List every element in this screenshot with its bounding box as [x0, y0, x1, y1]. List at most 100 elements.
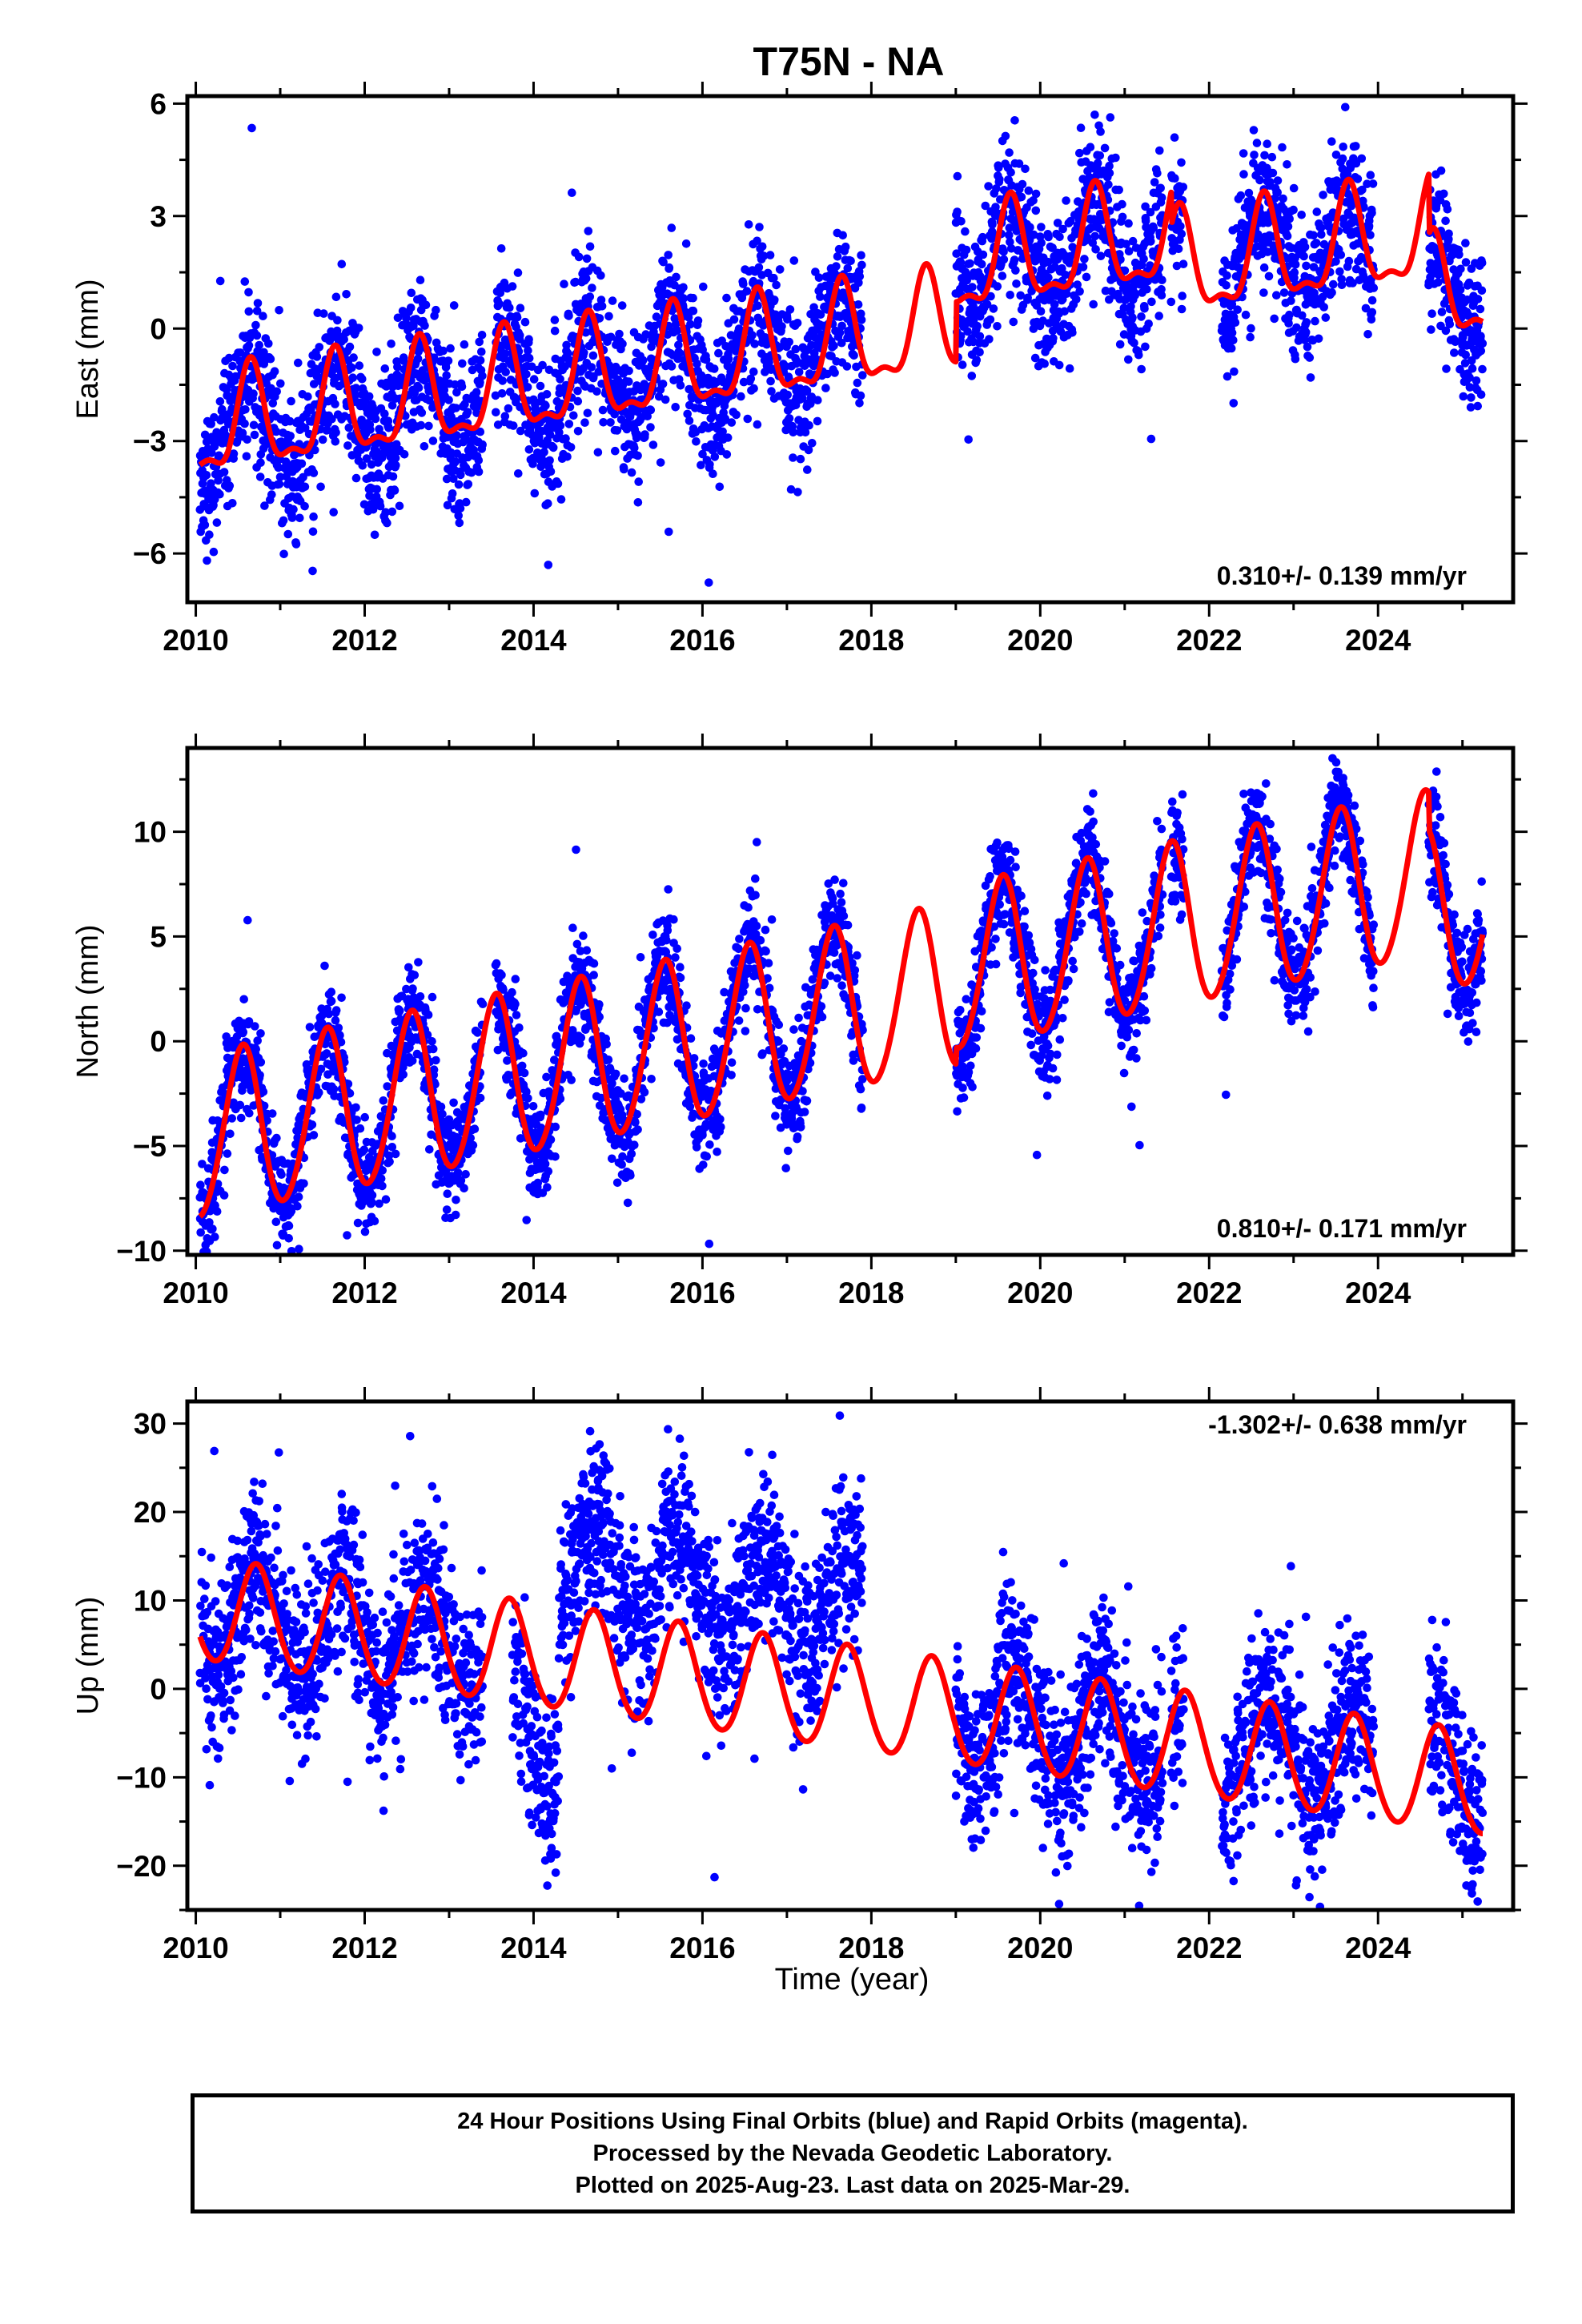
east-data-point: [238, 428, 247, 437]
east-data-point: [255, 472, 265, 481]
east-data-point: [1044, 232, 1053, 242]
east-data-point: [743, 414, 753, 424]
east-data-point: [452, 431, 461, 440]
east-data-point: [1227, 344, 1236, 353]
east-data-point: [1093, 159, 1102, 168]
east-data-point: [1009, 317, 1018, 327]
east-data-point: [311, 445, 319, 455]
east-data-point: [675, 348, 685, 358]
east-data-point: [632, 430, 641, 439]
east-data-point: [300, 482, 310, 492]
east-data-point: [610, 410, 619, 419]
north-data-point: [256, 1029, 265, 1038]
east-data-point: [1236, 191, 1246, 200]
east-data-point: [1176, 222, 1185, 231]
north-data-point: [438, 1109, 447, 1119]
east-data-point: [432, 305, 440, 315]
east-data-point: [1344, 256, 1354, 266]
north-data-point: [540, 1160, 550, 1168]
east-data-point: [1287, 296, 1295, 305]
north-data-point: [378, 1181, 387, 1191]
east-data-point: [214, 476, 223, 485]
east-data-point: [1155, 146, 1164, 155]
east-data-point: [1065, 259, 1074, 267]
east-data-point: [854, 278, 863, 287]
east-data-point: [464, 480, 473, 489]
east-data-point: [1124, 247, 1134, 256]
east-data-point: [1049, 334, 1058, 343]
north-data-point: [520, 1068, 529, 1078]
east-data-point: [654, 392, 664, 401]
east-data-point: [1241, 310, 1251, 320]
east-data-point: [783, 390, 792, 400]
north-data-point: [259, 1087, 268, 1096]
east-data-point: [1153, 169, 1162, 178]
east-data-point: [1291, 354, 1300, 364]
east-data-point: [1327, 287, 1336, 297]
north-data-point: [473, 1028, 482, 1037]
east-data-point: [973, 321, 982, 331]
east-data-point: [442, 371, 451, 380]
east-data-point: [727, 418, 737, 427]
east-data-point: [1338, 154, 1347, 163]
east-data-point: [264, 339, 273, 348]
north-data-point: [196, 1228, 205, 1237]
east-data-point: [294, 358, 303, 368]
east-data-point: [259, 312, 267, 321]
north-data-point: [443, 1189, 452, 1198]
east-data-point: [425, 396, 434, 405]
east-data-point: [1140, 304, 1149, 313]
east-data-point: [1353, 175, 1363, 183]
east-data-point: [1044, 273, 1053, 282]
east-data-point: [1299, 251, 1308, 261]
east-data-point: [276, 379, 285, 388]
east-data-point: [530, 489, 540, 498]
east-data-point: [853, 300, 863, 309]
north-data-point: [589, 959, 599, 968]
east-data-point: [638, 356, 648, 365]
north-data-point: [399, 1070, 408, 1079]
east-data-point: [240, 419, 249, 428]
east-data-point: [564, 420, 574, 428]
east-data-point: [449, 301, 459, 310]
east-data-point: [219, 468, 229, 476]
east-data-point: [1178, 292, 1186, 300]
east-data-point: [1302, 318, 1311, 327]
north-data-point: [379, 1096, 388, 1105]
east-data-point: [1290, 267, 1299, 277]
east-data-point: [541, 401, 550, 410]
east-data-point: [1010, 255, 1019, 264]
north-data-point: [198, 1256, 207, 1265]
east-data-point: [766, 376, 775, 386]
east-data-point: [268, 399, 278, 408]
east-data-point: [287, 513, 297, 522]
east-data-point: [1319, 239, 1329, 249]
east-data-point: [316, 482, 325, 492]
east-y-tick-label: 6: [150, 87, 167, 120]
east-data-point: [244, 287, 253, 297]
east-data-point: [1289, 205, 1298, 215]
north-data-point: [211, 1232, 219, 1241]
east-data-point: [1177, 158, 1186, 167]
east-data-point: [664, 251, 673, 259]
east-data-point: [1060, 307, 1069, 316]
east-data-point: [545, 430, 555, 440]
east-data-point: [380, 364, 390, 373]
east-data-point: [505, 304, 514, 312]
east-data-point: [1367, 208, 1376, 218]
east-data-point: [710, 452, 720, 461]
east-data-point: [251, 320, 260, 330]
east-data-point: [975, 348, 984, 357]
east-data-point: [1348, 279, 1357, 287]
east-data-point: [785, 305, 795, 314]
north-data-point: [239, 995, 249, 1004]
east-x-tick-label: 2020: [1007, 624, 1073, 657]
east-plot-frame: [185, 94, 1516, 605]
east-data-point: [749, 367, 758, 376]
east-data-point: [855, 271, 865, 281]
east-data-point: [1267, 152, 1277, 162]
east-data-point: [1309, 263, 1319, 271]
east-data-point: [659, 257, 668, 267]
north-data-point: [293, 1201, 302, 1211]
east-data-point: [750, 340, 759, 348]
